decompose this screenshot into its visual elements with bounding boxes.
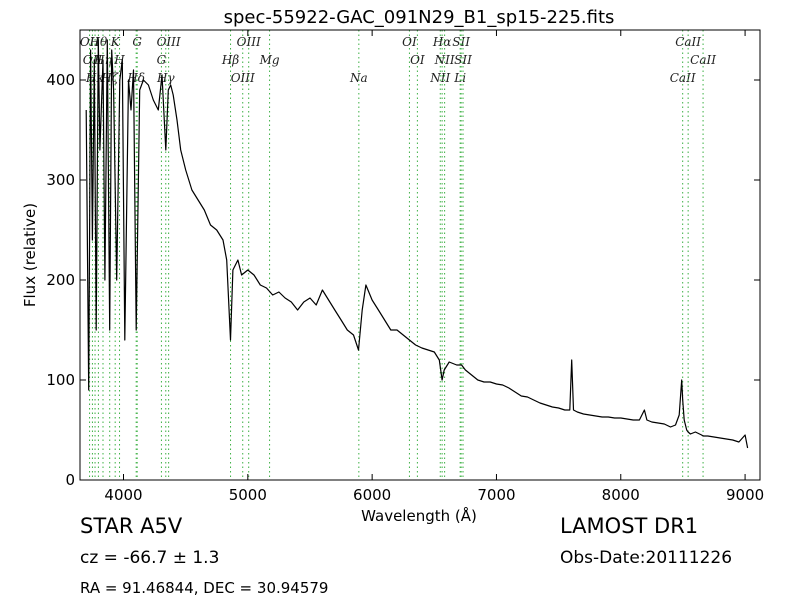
line-marker-label: G — [132, 35, 142, 49]
line-marker-label: SII — [452, 35, 470, 49]
line-marker-label: OIII — [157, 35, 181, 49]
spectrum-line — [85, 39, 749, 449]
x-axis-label: Wavelength (Å) — [361, 506, 477, 525]
line-marker-label: OII — [83, 53, 103, 67]
line-marker-label: NII — [434, 53, 455, 67]
y-tick-label: 400 — [46, 71, 75, 89]
coordinates-text: RA = 91.46844, DEC = 30.94579 — [80, 579, 329, 597]
line-marker-label: Na — [349, 71, 368, 85]
y-tick-label: 100 — [46, 371, 75, 389]
line-marker-label: CaII — [670, 71, 696, 85]
line-marker-label: OI — [410, 53, 425, 67]
line-marker-label: OIII — [237, 35, 261, 49]
x-tick-label: 8000 — [602, 486, 640, 504]
x-tick-label: 4000 — [104, 486, 142, 504]
spectrum-line-group — [85, 39, 749, 449]
axes: 4000 5000 6000 7000 8000 9000 0 100 200 300 400 — [46, 30, 764, 504]
x-tick-label: 6000 — [353, 486, 391, 504]
line-markers: OIIOIIHκHθHηHζKHHδGGHγOIIIHβOIIIOIIIMgNa… — [80, 30, 716, 480]
classification-text: STAR A5V — [80, 514, 183, 538]
line-marker-label: NII — [429, 71, 450, 85]
y-axis-label: Flux (relative) — [21, 203, 39, 307]
y-tick-label: 0 — [65, 471, 75, 489]
line-marker-label: Hγ — [156, 71, 175, 85]
redshift-text: cz = -66.7 ± 1.3 — [80, 548, 220, 568]
line-marker-label: Mg — [259, 53, 280, 67]
x-tick-label: 5000 — [229, 486, 267, 504]
line-marker-label: Hδ — [126, 71, 145, 85]
line-marker-label: OI — [402, 35, 417, 49]
line-marker-label: Li — [453, 71, 466, 85]
line-marker-label: OIII — [231, 71, 255, 85]
line-marker-label: G — [157, 53, 167, 67]
line-marker-label: Hζ — [100, 71, 119, 85]
x-tick-label: 9000 — [726, 486, 764, 504]
y-tick-label: 300 — [46, 171, 75, 189]
line-marker-label: Hα — [432, 35, 452, 49]
survey-name: LAMOST DR1 — [560, 514, 699, 538]
line-marker-label: OII — [80, 35, 100, 49]
plot-frame — [79, 29, 761, 481]
y-tick-label: 200 — [46, 271, 75, 289]
line-marker-label: Hβ — [221, 53, 239, 67]
line-marker-label: K — [110, 35, 121, 49]
x-tick-label: 7000 — [477, 486, 515, 504]
line-marker-label: SII — [454, 53, 472, 67]
line-marker-label: H — [113, 53, 125, 67]
line-marker-label: CaII — [690, 53, 716, 67]
chart-title: spec-55922-GAC_091N29_B1_sp15-225.fits — [224, 7, 615, 28]
obs-date-text: Obs-Date:20111226 — [560, 548, 733, 568]
line-marker-label: CaII — [675, 35, 701, 49]
